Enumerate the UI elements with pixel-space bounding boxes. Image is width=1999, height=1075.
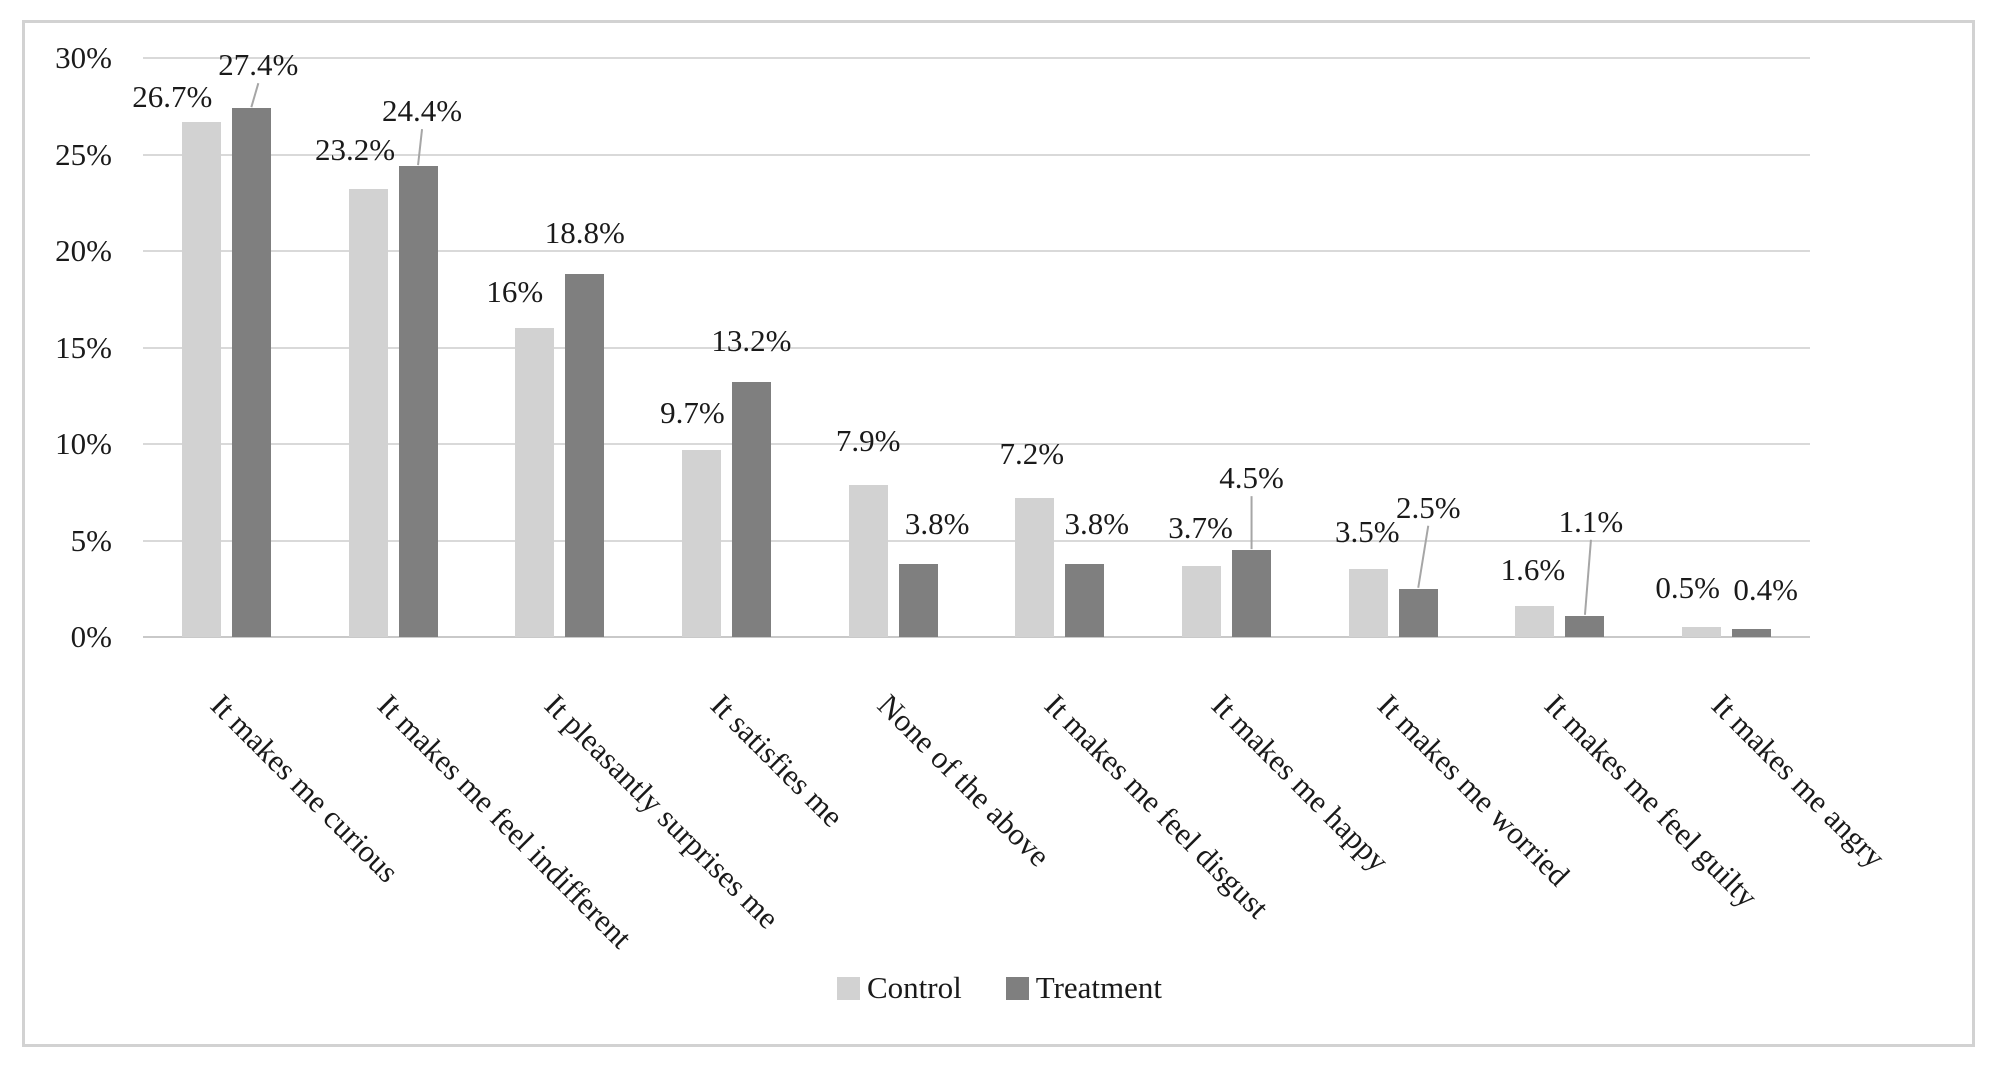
bar-treatment-2 xyxy=(565,274,605,637)
bar-treatment-8 xyxy=(1565,615,1605,637)
chart-frame-border xyxy=(22,20,1975,1047)
y-axis-label-10pct: 10% xyxy=(55,426,112,461)
value-label-control-5: 7.2% xyxy=(999,436,1065,472)
legend-swatch-control xyxy=(836,976,860,1000)
value-label-treatment-4: 3.8% xyxy=(904,505,970,541)
legend-item-control: Control xyxy=(836,970,962,1005)
bar-control-1 xyxy=(348,189,388,637)
bar-control-4 xyxy=(848,484,888,637)
gridline-30pct xyxy=(143,57,1810,59)
value-label-treatment-8: 1.1% xyxy=(1558,503,1624,539)
bar-control-9 xyxy=(1682,627,1722,637)
y-axis-label-0pct: 0% xyxy=(70,619,112,654)
value-label-treatment-2: 18.8% xyxy=(544,215,625,251)
value-label-treatment-6: 4.5% xyxy=(1219,460,1284,496)
bar-treatment-6 xyxy=(1232,550,1272,637)
value-label-control-7: 3.5% xyxy=(1334,514,1400,550)
value-label-control-3: 9.7% xyxy=(660,394,725,430)
bar-control-6 xyxy=(1182,565,1222,637)
bar-treatment-4 xyxy=(898,563,938,637)
bar-treatment-1 xyxy=(398,166,438,637)
value-label-control-6: 3.7% xyxy=(1168,509,1233,545)
value-label-control-9: 0.5% xyxy=(1655,570,1720,606)
legend: Control Treatment xyxy=(0,966,1999,1010)
value-label-treatment-5: 3.8% xyxy=(1064,505,1130,541)
bar-control-2 xyxy=(515,328,555,637)
value-label-control-4: 7.9% xyxy=(835,422,901,458)
gridline-5pct xyxy=(143,539,1810,542)
value-label-treatment-0: 27.4% xyxy=(218,47,299,83)
bar-control-0 xyxy=(181,121,221,637)
y-axis-label-30pct: 30% xyxy=(55,40,112,75)
gridline-20pct xyxy=(143,250,1810,252)
legend-label-treatment: Treatment xyxy=(1035,970,1163,1005)
gridline-25pct xyxy=(143,153,1810,156)
value-label-control-1: 23.2% xyxy=(315,132,396,168)
value-label-control-8: 1.6% xyxy=(1500,552,1566,588)
value-label-control-0: 26.7% xyxy=(132,78,213,114)
value-label-control-2: 16% xyxy=(486,274,544,310)
bar-treatment-0 xyxy=(231,108,271,637)
value-label-treatment-9: 0.4% xyxy=(1733,572,1798,608)
bar-control-3 xyxy=(681,449,721,637)
y-axis-label-5pct: 5% xyxy=(70,522,112,558)
value-label-treatment-7: 2.5% xyxy=(1395,489,1461,525)
bar-control-5 xyxy=(1015,498,1055,637)
y-axis-label-25pct: 25% xyxy=(55,136,112,172)
bar-control-7 xyxy=(1348,569,1388,637)
value-label-treatment-1: 24.4% xyxy=(382,93,463,129)
legend-swatch-treatment xyxy=(1005,976,1029,1000)
gridline-10pct xyxy=(143,443,1810,445)
y-axis-label-15pct: 15% xyxy=(55,329,112,365)
bar-treatment-7 xyxy=(1398,588,1438,637)
legend-label-control: Control xyxy=(866,970,962,1005)
value-label-treatment-3: 13.2% xyxy=(711,323,792,359)
bar-treatment-9 xyxy=(1732,629,1772,637)
legend-item-treatment: Treatment xyxy=(1005,970,1163,1005)
bar-treatment-3 xyxy=(731,382,771,637)
gridline-0pct xyxy=(143,636,1810,638)
y-axis-label-20pct: 20% xyxy=(55,233,112,268)
gridline-15pct xyxy=(143,346,1810,349)
bar-control-8 xyxy=(1515,606,1555,637)
bar-treatment-5 xyxy=(1065,563,1105,637)
